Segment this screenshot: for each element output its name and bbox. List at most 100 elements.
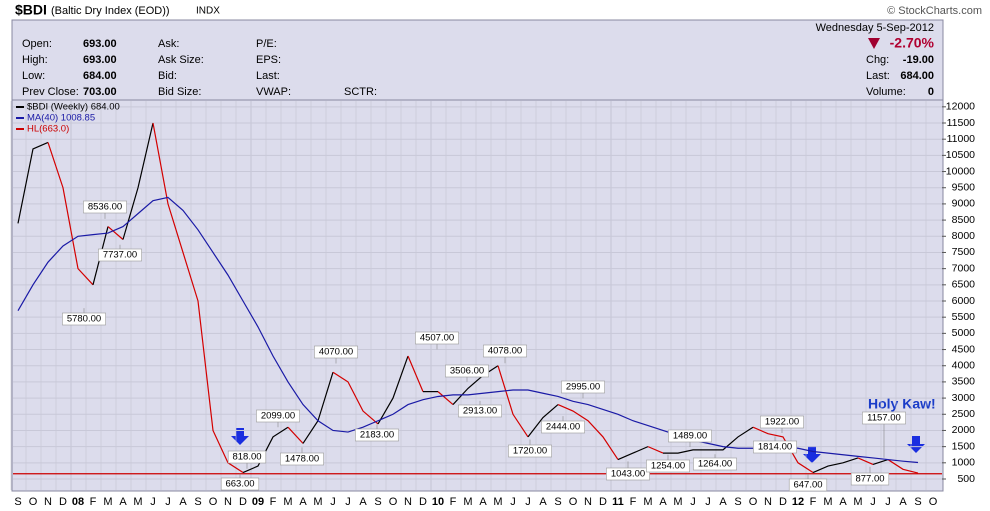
x-tick-label: M [493,496,502,508]
price-line [617,446,649,461]
annotation-label: 4507.00 [420,333,454,344]
annotation-box [483,344,527,358]
x-tick-label: O [569,496,578,508]
quote-label: Bid: [158,70,177,82]
x-tick-label: M [853,496,862,508]
x-tick-label: A [659,496,667,508]
annotation-box [668,429,712,443]
quote-value: -19.00 [903,54,934,66]
annotation-label: 2913.00 [463,406,497,417]
x-tick-label: J [165,496,171,508]
quote-label: Prev Close: [22,86,79,98]
x-tick-label: A [839,496,847,508]
legend-label: MA(40) 1008.85 [27,113,95,124]
price-line [647,446,664,454]
price-line [812,457,859,474]
quote-label: Bid Size: [158,86,201,98]
y-tick-label: 11000 [947,133,976,145]
price-line [17,141,49,224]
annotation-box [788,478,828,492]
x-tick-label: S [734,496,741,508]
annotation-label: 1043.00 [611,469,645,480]
x-tick-label: A [539,496,547,508]
price-line [527,404,559,438]
y-tick-label: 12000 [946,101,975,113]
y-tick-label: 11500 [947,117,976,129]
y-tick-label: 6000 [952,295,976,307]
price-line [497,365,529,438]
price-line [752,426,814,474]
annotation-label: 2995.00 [566,382,600,393]
x-tick-label: A [719,496,727,508]
y-tick-label: 5000 [952,327,976,339]
x-tick-label: N [584,496,592,508]
x-tick-label: O [389,496,398,508]
annotation-box [415,331,459,345]
quote-label: EPS: [256,54,281,66]
annotation-box [445,364,489,378]
x-tick-label: O [29,496,38,508]
annotation-label: 1264.00 [698,459,732,470]
legend-label: HL(663.0) [27,124,69,135]
legend-label: $BDI (Weekly) 684.00 [27,102,120,113]
x-tick-label: N [44,496,52,508]
arrow-icon [907,436,925,453]
x-tick-label: M [673,496,682,508]
y-tick-label: 3500 [952,376,976,388]
note: Holy Kaw! [868,396,936,412]
x-tick-label: A [299,496,307,508]
exchange: INDX [196,6,220,17]
price-line [287,426,304,444]
y-tick-label: 10500 [946,149,975,161]
quote-label: Low: [22,70,45,82]
annotation-label: 1720.00 [513,446,547,457]
price-line [557,404,619,460]
quote-label: Last: [866,70,890,82]
quote-label: VWAP: [256,86,291,98]
x-tick-label: 10 [432,496,444,508]
price-line [437,391,454,406]
annotation-label: 7737.00 [103,250,137,261]
x-tick-label: J [345,496,351,508]
annotation-box [606,467,650,481]
annotation-box [646,459,690,473]
quote-value: 684.00 [900,70,934,82]
annotation-box [561,380,605,394]
annotation-label: 1489.00 [673,431,707,442]
annotation-label: 818.00 [232,452,261,463]
sctr-label: SCTR: [344,86,377,98]
x-tick-label: F [90,496,97,508]
plot [10,101,942,490]
annotation-label: 4078.00 [488,346,522,357]
x-tick-label: N [764,496,772,508]
y-tick-label: 4500 [952,343,976,355]
y-tick-label: 4000 [952,360,976,372]
y-tick-label: 500 [957,473,975,485]
x-tick-label: N [224,496,232,508]
x-tick-label: A [179,496,187,508]
annotation-box [458,404,502,418]
x-tick-label: O [209,496,218,508]
annotation-box [62,312,106,326]
price-line [377,355,409,425]
x-tick-label: D [239,496,247,508]
annotation-label: 5780.00 [67,314,101,325]
y-tick-label: 2500 [952,408,976,420]
y-tick-label: 10000 [946,165,975,177]
x-tick-label: M [103,496,112,508]
annotation-label: 663.00 [225,479,254,490]
annotation-box [541,420,585,434]
x-tick-label: M [283,496,292,508]
annotation-box [256,409,300,423]
y-tick-label: 6500 [952,279,976,291]
annotation-label: 1157.00 [867,413,901,424]
quote-value: 0 [928,86,934,98]
x-tick-label: D [779,496,787,508]
x-tick-label: F [810,496,817,508]
x-tick-label: J [870,496,876,508]
annotation-label: 2444.00 [546,422,580,433]
annotation-label: 8536.00 [88,202,122,213]
x-tick-label: S [14,496,21,508]
annotation-label: 2183.00 [360,430,394,441]
